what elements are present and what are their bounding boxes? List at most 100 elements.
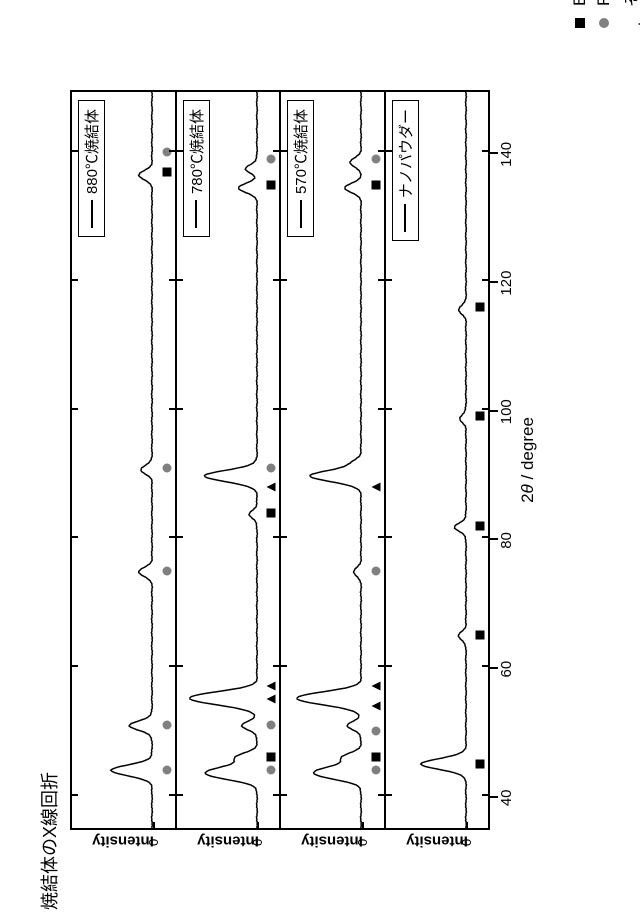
- y-axis-label: Intensity: [301, 833, 363, 850]
- y-tick-label: 0: [459, 839, 474, 846]
- square-marker: [475, 411, 486, 422]
- xrd-panel: Intensity0570℃焼結体: [279, 90, 384, 830]
- x-tick-label: 140: [498, 142, 515, 167]
- x-tick-label: 120: [498, 271, 515, 296]
- x-tick: [490, 667, 498, 669]
- x-tick-inner: [386, 536, 392, 538]
- x-tick-inner: [482, 536, 488, 538]
- phase-legend: BCC FCC その他: [570, 0, 640, 30]
- x-axis-label: 2θ / degree: [518, 417, 538, 503]
- y-tick-label: 0: [146, 839, 161, 846]
- x-axis: 2θ / degree 406080100120140: [490, 90, 530, 830]
- triangle-marker: [370, 700, 381, 711]
- y-tick-label: 0: [250, 839, 265, 846]
- square-marker: [266, 507, 277, 518]
- y-axis-label: Intensity: [406, 833, 468, 850]
- x-tick-label: 60: [498, 661, 515, 678]
- legend-label: BCC: [570, 0, 590, 6]
- x-tick-inner: [281, 665, 287, 667]
- x-tick: [490, 152, 498, 154]
- xrd-trace: [281, 92, 384, 828]
- circle-marker: [266, 462, 277, 473]
- x-tick-inner: [482, 279, 488, 281]
- circle-marker: [370, 153, 381, 164]
- page-title: 焼結体のX線回折: [36, 772, 62, 910]
- square-marker: [475, 520, 486, 531]
- x-tick-inner: [482, 794, 488, 796]
- triangle-marker: [266, 681, 277, 692]
- x-tick-inner: [386, 150, 392, 152]
- x-tick-inner: [72, 665, 78, 667]
- xrd-trace: [386, 92, 489, 828]
- circle-marker: [266, 720, 277, 731]
- x-tick: [490, 410, 498, 412]
- x-tick-inner: [177, 408, 183, 410]
- x-tick-inner: [72, 279, 78, 281]
- x-tick-label: 80: [498, 532, 515, 549]
- circle-marker: [161, 765, 172, 776]
- x-tick-inner: [386, 665, 392, 667]
- x-tick: [490, 796, 498, 798]
- y-axis-label: Intensity: [197, 833, 259, 850]
- circle-marker: [266, 765, 277, 776]
- triangle-icon: [636, 17, 640, 30]
- x-tick: [490, 281, 498, 283]
- square-marker: [475, 629, 486, 640]
- square-marker: [266, 752, 277, 763]
- y-axis-label: Intensity: [92, 833, 154, 850]
- x-tick-inner: [386, 408, 392, 410]
- xrd-panel: Intensity0880℃焼結体: [70, 90, 175, 830]
- chart-stack: Intensity0880℃焼結体Intensity0780℃焼結体Intens…: [70, 40, 530, 900]
- x-tick-inner: [482, 150, 488, 152]
- triangle-marker: [266, 481, 277, 492]
- legend-label: その他: [618, 0, 640, 7]
- x-tick-inner: [72, 794, 78, 796]
- circle-marker: [370, 726, 381, 737]
- x-tick-inner: [177, 794, 183, 796]
- x-tick-inner: [177, 279, 183, 281]
- x-tick-inner: [281, 279, 287, 281]
- legend-item: その他: [618, 0, 640, 30]
- circle-marker: [161, 147, 172, 158]
- triangle-marker: [370, 481, 381, 492]
- legend-label: FCC: [594, 0, 614, 6]
- x-tick-inner: [72, 150, 78, 152]
- legend-item: BCC: [570, 0, 590, 30]
- x-tick-inner: [482, 408, 488, 410]
- triangle-marker: [266, 694, 277, 705]
- y-tick-label: 0: [355, 839, 370, 846]
- square-marker: [161, 166, 172, 177]
- xrd-trace: [72, 92, 175, 828]
- x-tick: [490, 538, 498, 540]
- square-marker: [475, 301, 486, 312]
- circle-marker: [161, 720, 172, 731]
- square-marker: [266, 179, 277, 190]
- x-tick-inner: [177, 536, 183, 538]
- x-tick-inner: [482, 665, 488, 667]
- x-tick-inner: [177, 665, 183, 667]
- circle-marker: [161, 565, 172, 576]
- triangle-marker: [370, 681, 381, 692]
- x-tick-inner: [72, 536, 78, 538]
- xrd-panel: Intensity0780℃焼結体: [175, 90, 280, 830]
- circle-marker: [161, 462, 172, 473]
- xrd-panel: Intensity0ナノパウダー: [384, 90, 491, 830]
- square-icon: [573, 16, 587, 30]
- x-tick-inner: [386, 794, 392, 796]
- circle-icon: [597, 16, 611, 30]
- circle-marker: [266, 153, 277, 164]
- x-tick-inner: [281, 536, 287, 538]
- x-tick-inner: [281, 150, 287, 152]
- square-marker: [370, 179, 381, 190]
- legend-item: FCC: [594, 0, 614, 30]
- square-marker: [475, 758, 486, 769]
- x-tick-label: 100: [498, 399, 515, 424]
- x-tick-inner: [281, 794, 287, 796]
- xrd-trace: [177, 92, 280, 828]
- x-tick-label: 40: [498, 789, 515, 806]
- square-marker: [370, 752, 381, 763]
- x-tick-inner: [177, 150, 183, 152]
- x-tick-inner: [72, 408, 78, 410]
- circle-marker: [370, 565, 381, 576]
- x-tick-inner: [281, 408, 287, 410]
